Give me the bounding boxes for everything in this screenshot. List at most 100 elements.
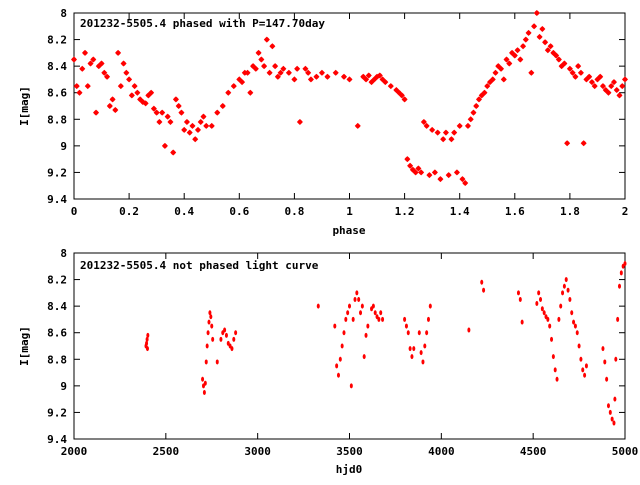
unphased-data-point bbox=[566, 287, 570, 293]
unphased-data-point bbox=[520, 319, 524, 325]
phased-x-axis-title: phase bbox=[332, 224, 365, 237]
phased-data-point bbox=[365, 72, 372, 79]
phased-y-tick-label: 8.4 bbox=[47, 60, 67, 73]
unphased-data-point bbox=[344, 316, 348, 322]
phased-data-point bbox=[126, 76, 133, 83]
phased-data-point bbox=[230, 83, 237, 90]
unphased-data-point bbox=[614, 356, 618, 362]
unphased-data-point bbox=[403, 316, 407, 322]
unphased-data-point bbox=[423, 343, 427, 349]
phased-data-point bbox=[307, 76, 314, 83]
unphased-data-point bbox=[333, 323, 337, 329]
phased-data-point bbox=[115, 49, 122, 56]
unphased-data-point bbox=[355, 290, 359, 296]
unphased-data-point bbox=[234, 330, 238, 336]
phased-data-point bbox=[98, 60, 105, 67]
phased-data-point bbox=[473, 103, 480, 109]
phased-data-point bbox=[382, 79, 389, 86]
phased-data-point bbox=[161, 142, 168, 149]
phased-data-point bbox=[610, 79, 617, 86]
phased-data-point bbox=[531, 23, 538, 30]
phased-data-point bbox=[313, 73, 320, 80]
unphased-data-point bbox=[373, 310, 377, 316]
phased-data-point bbox=[159, 109, 166, 116]
phased-x-tick-label: 0.6 bbox=[229, 205, 249, 218]
phased-data-point bbox=[181, 126, 188, 133]
phased-data-point bbox=[82, 49, 89, 56]
unphased-y-tick-label: 8.4 bbox=[47, 300, 67, 313]
phased-data-point bbox=[252, 65, 259, 72]
phased-data-point bbox=[266, 69, 273, 76]
unphased-data-point bbox=[336, 372, 340, 378]
phased-data-point bbox=[503, 56, 510, 63]
unphased-data-point bbox=[575, 330, 579, 336]
unphased-data-point bbox=[351, 316, 355, 322]
unphased-x-tick-label: 3000 bbox=[244, 445, 271, 458]
unphased-data-point bbox=[215, 359, 219, 365]
unphased-data-point bbox=[482, 287, 486, 293]
phased-data-point bbox=[261, 63, 268, 70]
unphased-data-point bbox=[557, 316, 561, 322]
phased-data-point bbox=[599, 83, 606, 90]
phased-y-tick-label: 8 bbox=[60, 7, 67, 20]
unphased-data-point bbox=[404, 323, 408, 329]
unphased-data-point bbox=[573, 323, 577, 329]
phased-data-point bbox=[277, 69, 284, 76]
unphased-data-point bbox=[617, 283, 621, 289]
phased-data-point bbox=[597, 73, 604, 80]
unphased-data-point bbox=[584, 363, 588, 369]
phased-data-point bbox=[134, 89, 141, 96]
phased-data-point bbox=[517, 56, 524, 63]
unphased-data-point bbox=[406, 330, 410, 336]
unphased-data-point bbox=[606, 403, 610, 409]
unphased-data-point bbox=[551, 354, 555, 360]
phased-data-point bbox=[616, 92, 623, 99]
unphased-data-point bbox=[553, 367, 557, 373]
phased-data-point bbox=[318, 69, 325, 76]
unphased-data-point bbox=[535, 300, 539, 306]
phased-data-point bbox=[219, 103, 226, 109]
phased-data-point bbox=[442, 129, 449, 136]
unphased-data-point bbox=[542, 310, 546, 316]
phased-data-point bbox=[128, 92, 135, 99]
unphased-data-point bbox=[603, 359, 607, 365]
phased-data-point bbox=[420, 118, 427, 125]
unphased-data-point bbox=[364, 332, 368, 338]
phased-x-tick-label: 2 bbox=[622, 205, 629, 218]
unphased-x-tick-label: 2000 bbox=[61, 445, 88, 458]
unphased-data-point bbox=[516, 290, 520, 296]
phased-data-point bbox=[280, 65, 287, 72]
unphased-chart: 201232-5505.4 not phased light curve hjd… bbox=[18, 247, 638, 476]
phased-data-point bbox=[172, 96, 179, 103]
phased-x-tick-label: 1.2 bbox=[395, 205, 415, 218]
phased-data-point bbox=[263, 36, 270, 43]
phased-data-point bbox=[90, 56, 97, 63]
unphased-x-tick-label: 5000 bbox=[612, 445, 639, 458]
unphased-data-point bbox=[417, 330, 421, 336]
unphased-data-point bbox=[428, 303, 432, 309]
phased-y-axis-title: I[mag] bbox=[18, 86, 31, 126]
unphased-data-point bbox=[426, 316, 430, 322]
phased-data-point bbox=[153, 109, 160, 116]
unphased-data-point bbox=[230, 346, 234, 352]
phased-data-point bbox=[539, 25, 546, 32]
phased-data-point bbox=[475, 96, 482, 103]
phased-y-tick-label: 9.2 bbox=[47, 166, 67, 179]
unphased-data-point bbox=[349, 383, 353, 389]
phased-data-point bbox=[489, 76, 496, 83]
phased-data-point bbox=[244, 69, 251, 76]
unphased-data-point bbox=[210, 323, 214, 329]
unphased-data-point bbox=[570, 310, 574, 316]
unphased-data-point bbox=[381, 316, 385, 322]
phased-data-point bbox=[572, 73, 579, 80]
phased-data-point bbox=[437, 176, 444, 183]
unphased-data-point bbox=[548, 323, 552, 329]
unphased-y-tick-label: 8.2 bbox=[47, 274, 67, 287]
phased-data-point bbox=[117, 83, 124, 90]
unphased-data-point bbox=[550, 336, 554, 342]
phased-data-point bbox=[591, 83, 598, 90]
phased-data-point bbox=[354, 122, 361, 129]
unphased-x-tick-label: 3500 bbox=[336, 445, 363, 458]
